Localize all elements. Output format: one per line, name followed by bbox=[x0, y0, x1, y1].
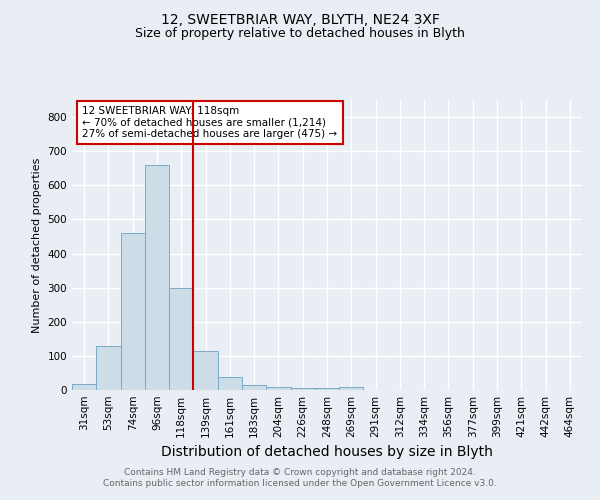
Text: Contains HM Land Registry data © Crown copyright and database right 2024.
Contai: Contains HM Land Registry data © Crown c… bbox=[103, 468, 497, 487]
Bar bbox=[315, 388, 339, 390]
Text: 12, SWEETBRIAR WAY, BLYTH, NE24 3XF: 12, SWEETBRIAR WAY, BLYTH, NE24 3XF bbox=[161, 12, 439, 26]
Bar bbox=[145, 165, 169, 390]
Bar bbox=[266, 386, 290, 390]
Bar bbox=[96, 346, 121, 390]
Text: Size of property relative to detached houses in Blyth: Size of property relative to detached ho… bbox=[135, 28, 465, 40]
Bar bbox=[339, 386, 364, 390]
X-axis label: Distribution of detached houses by size in Blyth: Distribution of detached houses by size … bbox=[161, 446, 493, 460]
Bar bbox=[242, 385, 266, 390]
Bar bbox=[193, 351, 218, 390]
Bar bbox=[169, 288, 193, 390]
Bar bbox=[72, 384, 96, 390]
Bar bbox=[121, 233, 145, 390]
Y-axis label: Number of detached properties: Number of detached properties bbox=[32, 158, 42, 332]
Text: 12 SWEETBRIAR WAY: 118sqm
← 70% of detached houses are smaller (1,214)
27% of se: 12 SWEETBRIAR WAY: 118sqm ← 70% of detac… bbox=[82, 106, 337, 139]
Bar bbox=[290, 388, 315, 390]
Bar bbox=[218, 378, 242, 390]
